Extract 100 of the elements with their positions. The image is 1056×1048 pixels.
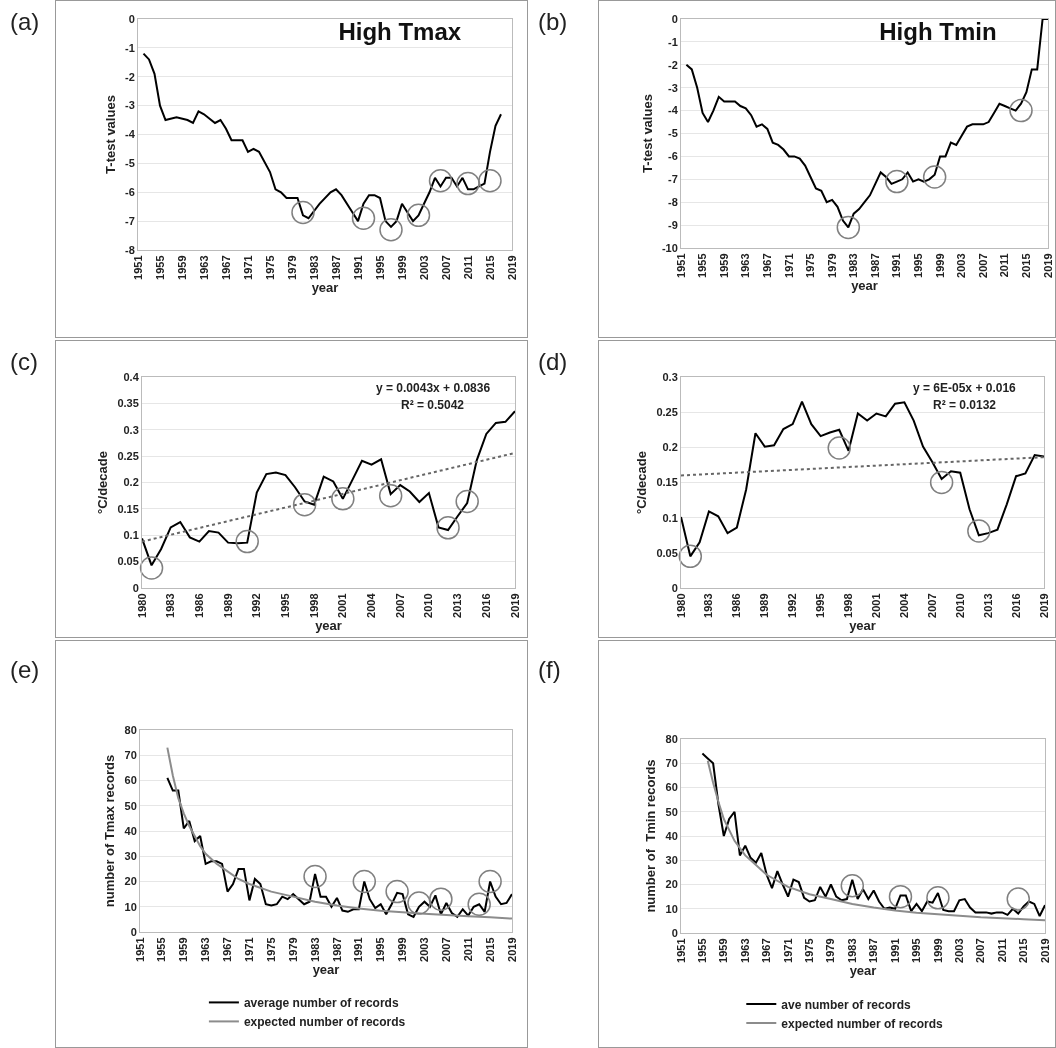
x-tick-label: 1955	[155, 937, 168, 962]
x-tick-label: 2011	[998, 253, 1011, 278]
x-tick-label: 1975	[264, 937, 277, 962]
y-tick-label: 0	[671, 12, 678, 25]
y-tick-label: 40	[124, 824, 137, 837]
point	[291, 200, 315, 225]
y-tick-label: 0	[128, 12, 135, 25]
x-tick-label: 1959	[717, 253, 730, 278]
x-tick-label: 1979	[824, 938, 837, 963]
y-tick-label: 0	[132, 581, 139, 594]
x-tick-label: 1971	[241, 255, 254, 280]
x-tick-label: 1967	[219, 255, 232, 280]
y-tick-label: -1	[668, 35, 678, 48]
y-tick-label: -3	[668, 81, 678, 94]
y-tick-label: 0.1	[662, 511, 678, 524]
y-tick-label: 0.05	[117, 555, 139, 568]
x-tick-label: 1991	[351, 255, 364, 280]
x-tick-label: 1987	[330, 937, 343, 962]
y-tick-label: -7	[668, 173, 678, 186]
point	[331, 487, 355, 511]
chart-title: High Tmin	[879, 18, 997, 46]
line-series	[166, 746, 512, 920]
point	[428, 168, 453, 193]
x-tick-label: 2011	[995, 938, 1008, 963]
y-tick-label: 0.15	[656, 476, 678, 489]
x-tick-label: 2019	[1038, 938, 1051, 963]
y-axis-title: number of Tmin records	[643, 759, 659, 913]
x-tick-label: 1989	[758, 593, 771, 618]
y-tick-label: -8	[668, 196, 678, 209]
x-tick-label: 2019	[505, 255, 518, 280]
y-tick-label: -2	[668, 58, 678, 71]
y-tick-label: 70	[124, 749, 137, 762]
y-axis-title: T-test values	[102, 95, 118, 174]
point	[478, 168, 502, 193]
x-tick-label: 2019	[505, 937, 518, 962]
y-axis-title: number of Tmax records	[102, 754, 118, 908]
x-tick-label: 1979	[285, 255, 298, 280]
y-tick-label: 30	[124, 850, 137, 863]
x-tick-label: 1967	[760, 938, 773, 963]
point	[407, 891, 431, 915]
x-tick-label: 2004	[365, 592, 378, 618]
y-tick-label: 50	[665, 805, 678, 818]
x-tick-label: 2003	[418, 937, 431, 962]
x-tick-label: 2003	[955, 253, 968, 278]
point	[1006, 887, 1030, 911]
point	[235, 529, 259, 554]
point	[303, 864, 327, 889]
point	[478, 869, 502, 894]
x-tick-label: 2015	[483, 255, 496, 280]
y-tick-label: 40	[665, 829, 678, 842]
y-tick-label: 0.15	[117, 502, 139, 515]
point	[888, 884, 913, 909]
x-tick-label: 1951	[131, 255, 144, 280]
x-tick-label: 1999	[931, 938, 944, 963]
text: (b)	[538, 8, 568, 35]
point	[379, 218, 403, 242]
point	[885, 169, 909, 194]
y-tick-label: -10	[661, 241, 678, 254]
x-tick-label: 1983	[702, 593, 715, 618]
x-tick-label: 2001	[870, 593, 883, 618]
x-tick-label: 1951	[133, 937, 146, 962]
point	[678, 544, 703, 569]
y-tick-label: 20	[124, 875, 137, 888]
point	[926, 886, 950, 910]
x-tick-label: 1999	[933, 253, 946, 278]
point	[967, 519, 991, 543]
x-tick-label: 1992	[250, 593, 263, 618]
x-tick-label: 2013	[451, 593, 464, 618]
x-tick-label: 1992	[786, 593, 799, 618]
x-tick-label: 1971	[781, 938, 794, 963]
x-tick-label: 1998	[842, 593, 855, 618]
y-axis-title: T-test values	[639, 94, 655, 173]
x-axis-title: year	[315, 618, 342, 634]
y-tick-label: 60	[665, 781, 678, 794]
y-tick-label: 10	[665, 902, 678, 915]
x-tick-label: 1975	[263, 255, 276, 280]
x-tick-label: 1975	[804, 253, 817, 278]
point	[139, 556, 164, 580]
x-tick-label: 1995	[910, 938, 923, 963]
x-tick-label: 1995	[374, 937, 387, 962]
y-tick-label: -8	[125, 243, 135, 256]
x-tick-label: 1963	[199, 937, 212, 962]
x-tick-label: 1959	[175, 255, 188, 280]
legend-label: ave number of records	[781, 997, 911, 1012]
x-tick-label: 1967	[221, 937, 234, 962]
x-axis-title: year	[849, 618, 876, 634]
point	[406, 203, 431, 228]
point	[840, 873, 865, 898]
y-axis-title: °C/decade	[95, 450, 111, 515]
x-tick-label: 2011	[461, 255, 474, 280]
x-tick-label: 1999	[396, 937, 409, 962]
x-tick-label: 2015	[1019, 253, 1032, 278]
x-tick-label: 2010	[422, 593, 435, 618]
legend-label: expected number of records	[781, 1016, 944, 1031]
x-tick-label: 1987	[867, 938, 880, 963]
x-tick-label: 2007	[393, 593, 406, 618]
y-tick-label: -6	[125, 186, 135, 199]
y-tick-label: 0.2	[662, 441, 678, 454]
y-tick-label: 0	[130, 925, 137, 938]
text: (f)	[538, 656, 561, 683]
